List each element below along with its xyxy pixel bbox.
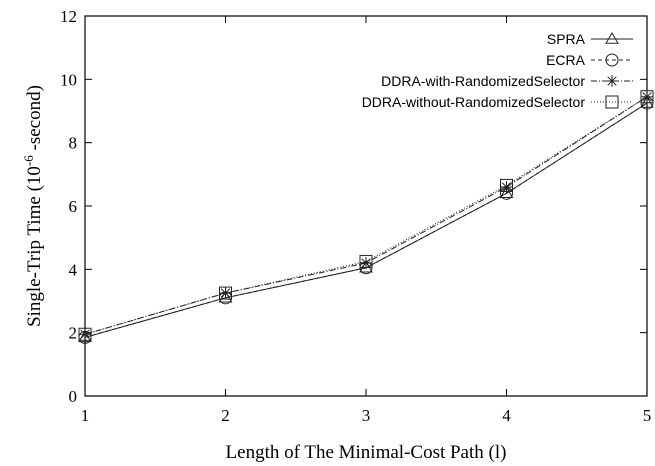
y-axis-label-prefix: Single-Trip Time (10 [24,166,45,327]
legend-label: ECRA [546,52,586,68]
x-tick-label: 1 [81,406,90,425]
y-tick-label: 6 [69,197,78,216]
data-point [359,254,373,268]
y-tick-label: 12 [60,7,77,26]
series-4 [78,90,654,341]
data-point [219,287,232,300]
y-tick-label: 0 [69,387,78,406]
series-line [84,102,648,338]
x-tick-label: 5 [643,406,652,425]
data-point [78,327,92,341]
series-1 [78,96,654,343]
data-point [640,96,654,108]
x-tick-label: 3 [362,406,371,425]
y-tick-label: 8 [69,134,78,153]
series-3 [79,90,653,341]
series-2 [78,96,654,344]
x-tick-label: 4 [502,406,511,425]
series-line [84,102,648,338]
legend-label: DDRA-with-RandomizedSelector [381,73,585,89]
y-axis-label-superscript: -6 [21,155,36,166]
series-line [84,96,648,335]
legend-label: DDRA-without-RandomizedSelector [362,94,586,110]
x-tick-label: 2 [221,406,230,425]
legend-marker [605,53,619,67]
data-point [641,90,653,103]
legend-item: DDRA-with-RandomizedSelector [381,73,633,89]
y-axis-label: Single-Trip Time (10-6 -second) [21,85,45,327]
legend-marker [605,32,619,44]
y-tick-label: 4 [69,260,78,279]
series-line [84,96,648,335]
y-tick-label: 10 [60,70,77,89]
y-tick-label: 2 [69,324,78,343]
data-point [219,286,232,300]
data-point [499,186,514,199]
legend-item: SPRA [547,31,633,47]
data-point [359,260,373,273]
legend: SPRA ECRA DDRA-with-RandomizedSelector DDRA… [362,31,633,110]
data-point [360,257,372,269]
x-axis-label: Length of The Minimal-Cost Path (l) [226,442,507,463]
series-layer [78,90,654,344]
data-point [500,178,513,192]
legend-item: ECRA [546,52,633,68]
legend-item: DDRA-without-RandomizedSelector [362,94,633,110]
legend-marker [606,75,618,87]
legend-marker [605,95,619,109]
y-axis-label-suffix: -second) [24,85,45,155]
data-point [500,181,513,193]
legend-label: SPRA [547,31,586,47]
data-point [640,90,654,104]
